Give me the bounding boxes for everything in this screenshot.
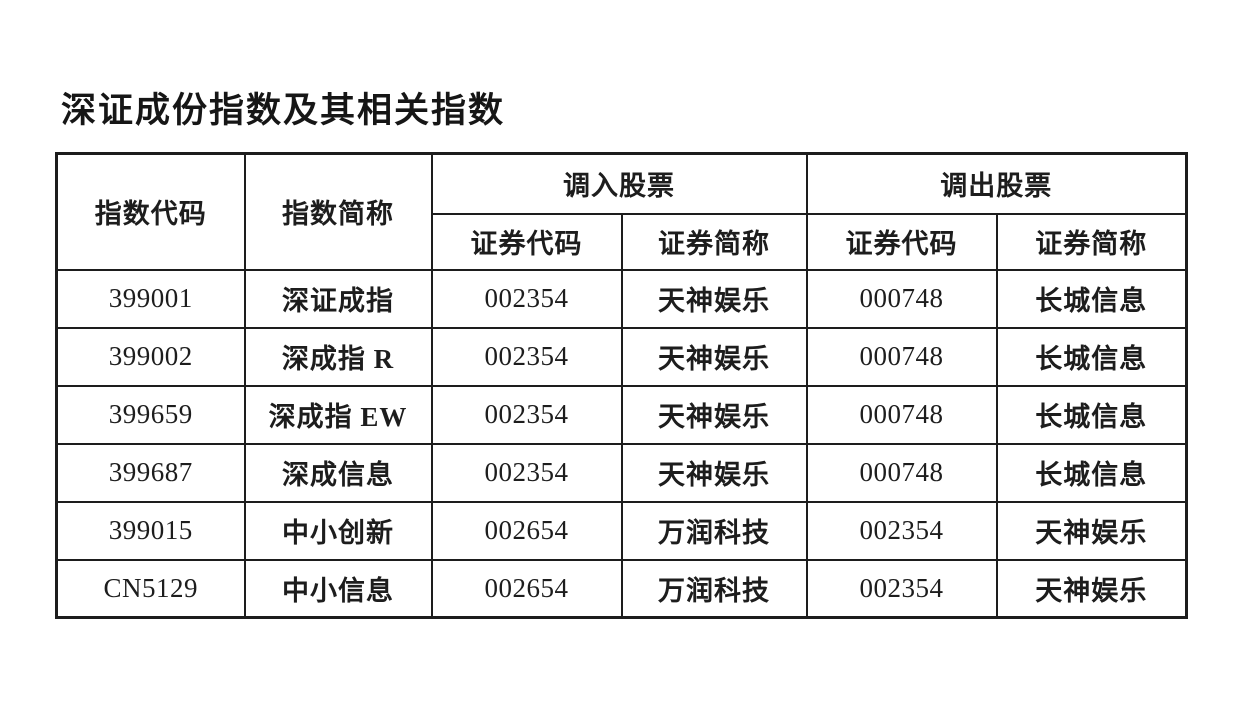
- table-body: 399001 深证成指 002354 天神娱乐 000748 长城信息 3990…: [55, 268, 1188, 619]
- table-row: 399001 深证成指 002354 天神娱乐 000748 长城信息: [55, 268, 1188, 329]
- cell-out-code: 000748: [805, 384, 998, 445]
- cell-index-code: 399687: [55, 442, 246, 503]
- cell-in-code: 002654: [430, 500, 623, 561]
- cell-out-name: 长城信息: [995, 268, 1188, 329]
- cell-in-name: 天神娱乐: [620, 442, 808, 503]
- table-row: CN5129 中小信息 002654 万润科技 002354 天神娱乐: [55, 558, 1188, 619]
- cell-out-name: 长城信息: [995, 442, 1188, 503]
- cell-out-name: 天神娱乐: [995, 558, 1188, 619]
- cell-index-name: 深成信息: [243, 442, 433, 503]
- col-group-header-removed-stocks: 调出股票: [805, 152, 1188, 215]
- header-row-subcolumns: 证券代码 证券简称 证券代码 证券简称: [57, 212, 1188, 271]
- cell-out-name: 长城信息: [995, 384, 1188, 445]
- cell-in-name: 天神娱乐: [620, 384, 808, 445]
- cell-in-name: 天神娱乐: [620, 268, 808, 329]
- cell-index-name: 深成指 EW: [243, 384, 433, 445]
- cell-index-code: 399659: [55, 384, 246, 445]
- col-header-index-name: 指数简称: [243, 152, 433, 271]
- cell-in-code: 002354: [430, 268, 623, 329]
- cell-out-code: 000748: [805, 326, 998, 387]
- index-adjustment-table: 指数代码 指数简称 调入股票 调出股票 证券代码 证券简称 证券代码 证券简称 …: [55, 152, 1188, 619]
- cell-in-code: 002354: [430, 326, 623, 387]
- cell-out-code: 002354: [805, 500, 998, 561]
- page-title: 深证成份指数及其相关指数: [61, 91, 506, 130]
- table-row: 399687 深成信息 002354 天神娱乐 000748 长城信息: [55, 442, 1188, 503]
- col-header-in-security-name: 证券简称: [620, 212, 808, 271]
- cell-in-code: 002354: [430, 384, 623, 445]
- col-header-index-code: 指数代码: [55, 152, 246, 271]
- cell-out-code: 002354: [805, 558, 998, 619]
- cell-in-name: 万润科技: [620, 558, 808, 619]
- cell-index-name: 深证成指: [243, 268, 433, 329]
- cell-out-name: 长城信息: [995, 326, 1188, 387]
- col-header-in-security-code: 证券代码: [430, 212, 623, 271]
- col-group-header-added-stocks: 调入股票: [430, 152, 808, 215]
- col-header-out-security-name: 证券简称: [995, 212, 1188, 271]
- cell-index-code: 399015: [55, 500, 246, 561]
- cell-index-name: 深成指 R: [243, 326, 433, 387]
- cell-index-name: 中小创新: [243, 500, 433, 561]
- cell-in-name: 万润科技: [620, 500, 808, 561]
- table-row: 399659 深成指 EW 002354 天神娱乐 000748 长城信息: [55, 384, 1188, 445]
- col-header-out-security-code: 证券代码: [805, 212, 998, 271]
- cell-index-name: 中小信息: [243, 558, 433, 619]
- cell-in-code: 002654: [430, 558, 623, 619]
- cell-out-code: 000748: [805, 268, 998, 329]
- cell-index-code: 399002: [55, 326, 246, 387]
- cell-index-code: 399001: [55, 268, 246, 329]
- cell-in-code: 002354: [430, 442, 623, 503]
- table-row: 399015 中小创新 002654 万润科技 002354 天神娱乐: [55, 500, 1188, 561]
- table-row: 399002 深成指 R 002354 天神娱乐 000748 长城信息: [55, 326, 1188, 387]
- cell-in-name: 天神娱乐: [620, 326, 808, 387]
- header-row-groups: 指数代码 指数简称 调入股票 调出股票: [55, 152, 1188, 271]
- cell-out-name: 天神娱乐: [995, 500, 1188, 561]
- cell-out-code: 000748: [805, 442, 998, 503]
- table-header: 指数代码 指数简称 调入股票 调出股票 证券代码 证券简称 证券代码 证券简称: [55, 152, 1188, 271]
- cell-index-code: CN5129: [55, 558, 246, 619]
